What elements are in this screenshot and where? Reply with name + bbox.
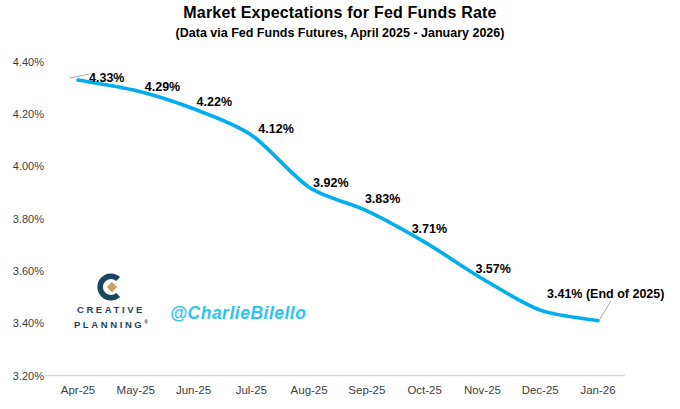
data-point-label: 3.92% bbox=[313, 177, 348, 190]
data-point-label: 4.22% bbox=[197, 96, 232, 109]
data-point-label: 4.33% bbox=[89, 72, 124, 85]
creative-planning-icon bbox=[94, 272, 128, 302]
y-axis-tick: 3.60% bbox=[0, 265, 44, 277]
x-axis-tick: Oct-25 bbox=[394, 384, 456, 397]
fed-funds-rate-line bbox=[78, 80, 598, 321]
x-axis-tick: Aug-25 bbox=[278, 384, 340, 397]
x-axis-tick: Jun-25 bbox=[163, 384, 225, 397]
registered-mark: ® bbox=[144, 319, 148, 325]
y-axis-tick: 3.20% bbox=[0, 370, 44, 382]
y-axis-tick: 3.80% bbox=[0, 213, 44, 225]
y-axis-tick: 4.20% bbox=[0, 108, 44, 120]
x-axis-tick: Nov-25 bbox=[451, 384, 513, 397]
y-axis-tick: 4.00% bbox=[0, 160, 44, 172]
x-axis-tick: May-25 bbox=[105, 384, 167, 397]
logo-text-creative: CREATIVE bbox=[66, 304, 156, 316]
x-axis-tick: Jul-25 bbox=[220, 384, 282, 397]
label-leader-line bbox=[600, 301, 611, 319]
x-axis-tick: Apr-25 bbox=[47, 384, 109, 397]
charlie-bilello-handle: @CharlieBilello bbox=[170, 303, 306, 324]
creative-planning-logo: CREATIVE PLANNING® bbox=[66, 272, 156, 331]
x-axis-tick: Dec-25 bbox=[509, 384, 571, 397]
x-axis-tick: Sep-25 bbox=[336, 384, 398, 397]
data-point-label: 3.41% (End of 2025) bbox=[547, 288, 664, 301]
logo-text-planning-label: PLANNING bbox=[74, 319, 144, 330]
y-axis-tick: 3.40% bbox=[0, 317, 44, 329]
data-point-label: 3.71% bbox=[412, 223, 447, 236]
fed-funds-expectations-chart: Market Expectations for Fed Funds Rate (… bbox=[0, 0, 680, 409]
y-axis-tick: 4.40% bbox=[0, 56, 44, 68]
line-plot bbox=[0, 0, 680, 409]
label-leader-line bbox=[70, 74, 89, 78]
data-point-label: 4.12% bbox=[258, 123, 293, 136]
logo-text-planning: PLANNING® bbox=[66, 316, 156, 331]
data-point-label: 3.57% bbox=[475, 263, 510, 276]
data-point-label: 3.83% bbox=[365, 193, 400, 206]
x-axis-tick: Jan-26 bbox=[567, 384, 629, 397]
data-point-label: 4.29% bbox=[145, 81, 180, 94]
